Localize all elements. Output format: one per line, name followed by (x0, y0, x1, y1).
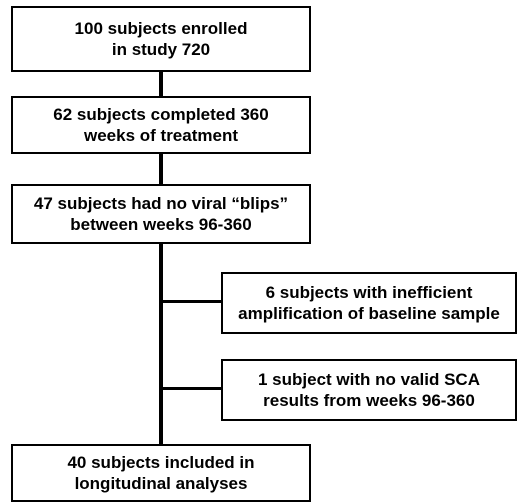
connector-branch-amplification (161, 300, 221, 303)
box-excluded-amplification: 6 subjects with inefficient amplificatio… (221, 272, 517, 334)
box-excluded-amplification-text: 6 subjects with inefficient amplificatio… (238, 282, 500, 324)
box-enrolled: 100 subjects enrolled in study 720 (11, 6, 311, 72)
box-completed: 62 subjects completed 360 weeks of treat… (11, 96, 311, 154)
box-no-blips-text: 47 subjects had no viral “blips” between… (34, 193, 288, 235)
box-enrolled-text: 100 subjects enrolled in study 720 (75, 18, 248, 60)
connector-enrolled-to-completed (159, 72, 163, 96)
box-included: 40 subjects included in longitudinal ana… (11, 444, 311, 502)
box-excluded-sca: 1 subject with no valid SCA results from… (221, 359, 517, 421)
box-no-blips: 47 subjects had no viral “blips” between… (11, 184, 311, 244)
connector-completed-to-noblips (159, 154, 163, 184)
connector-main-trunk (159, 243, 163, 444)
box-excluded-sca-text: 1 subject with no valid SCA results from… (258, 369, 480, 411)
box-included-text: 40 subjects included in longitudinal ana… (67, 452, 254, 494)
connector-branch-sca (161, 387, 221, 390)
box-completed-text: 62 subjects completed 360 weeks of treat… (53, 104, 268, 146)
